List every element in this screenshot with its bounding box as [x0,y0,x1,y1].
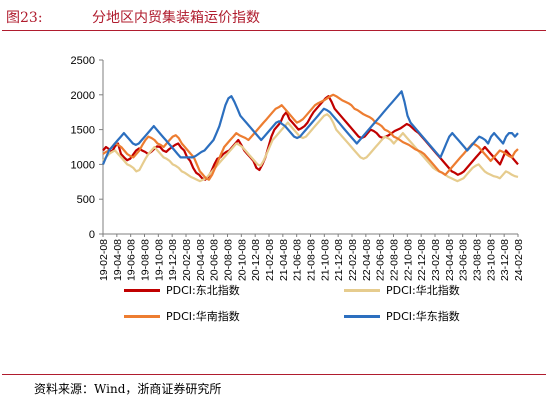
x-tick-label: 21-04-08 [278,239,290,281]
x-tick-label: 20-02-08 [181,239,193,281]
y-tick-label: 1000 [71,159,95,171]
x-tick-label: 20-08-08 [223,239,235,281]
x-tick-label: 23-06-08 [458,239,470,281]
x-axis: 19-02-08 19-04-08 19-06-08 19-08-08 19-10-08… [98,233,525,281]
x-tick-label: 22-06-08 [375,239,387,281]
x-tick-label: 23-08-08 [472,239,484,281]
series-lines [101,90,519,183]
legend-label-north: PDCI:华北指数 [386,284,460,297]
x-tick-label: 19-08-08 [140,239,152,281]
x-tick-label: 23-02-08 [430,239,442,281]
x-tick-label: 23-12-08 [499,239,511,281]
figure-title: 分地区内贸集装箱运价指数 [92,10,260,26]
legend-swatch-east [344,315,380,318]
x-tick-label: 21-12-08 [333,239,345,281]
y-tick-label: 1500 [71,125,95,137]
x-tick-label: 20-12-08 [250,239,262,281]
legend-swatch-northeast [124,289,160,292]
x-tick-label: 23-10-08 [485,239,497,281]
source-note: 资料来源：Wind，浙商证券研究所 [34,382,222,396]
x-tick-label: 24-02-08 [513,239,525,281]
x-tick-label: 21-02-08 [264,239,276,281]
series-line-2 [102,93,519,181]
footer-rule [2,374,546,375]
x-tick-label: 22-12-08 [416,239,428,281]
x-tick-label: 20-06-08 [209,239,221,281]
x-tick-label: 19-02-08 [98,239,110,281]
figure-label: 图23: [6,10,43,26]
x-tick-label: 19-12-08 [167,239,179,281]
x-tick-label: 21-08-08 [306,239,318,281]
y-tick-label: 500 [77,194,95,206]
x-tick-label: 21-10-08 [319,239,331,281]
legend-label-south: PDCI:华南指数 [166,310,240,323]
legend-label-east: PDCI:华东指数 [386,310,460,323]
legend-swatch-north [344,289,380,292]
x-tick-label: 19-10-08 [153,239,165,281]
x-tick-label: 20-10-08 [236,239,248,281]
x-tick-label: 22-04-08 [361,239,373,281]
x-tick-label: 20-04-08 [195,239,207,281]
y-tick-label: 2000 [71,90,95,102]
header-rule [2,30,546,31]
series-line-1 [102,113,519,183]
x-tick-label: 22-10-08 [402,239,414,281]
x-tick-label: 22-08-08 [389,239,401,281]
x-tick-label: 23-04-08 [444,239,456,281]
y-tick-label: 0 [89,229,95,241]
x-tick-label: 19-06-08 [126,239,138,281]
x-tick-label: 19-04-08 [112,239,124,281]
x-tick-label: 21-06-08 [292,239,304,281]
series-line-3 [101,90,519,165]
y-tick-label: 2500 [71,55,95,67]
x-tick-label: 22-02-08 [347,239,359,281]
legend-label-northeast: PDCI:东北指数 [166,284,240,297]
legend-swatch-south [124,315,160,318]
figure-header: 图23: 分地区内贸集装箱运价指数 [0,0,548,30]
y-axis: 0 500 1000 1500 2000 2500 [71,55,104,241]
